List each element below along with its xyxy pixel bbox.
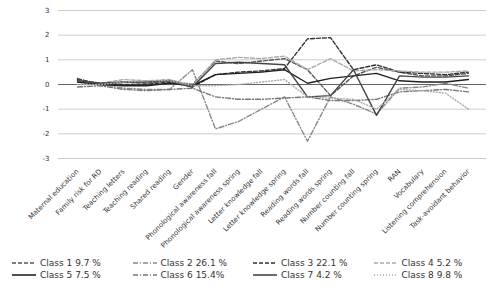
- html-text:Class 3 22.1 %: Class 3 22.1 %: [281, 258, 348, 268]
- svg-text:Phonological awareness fall: Phonological awareness fall: [144, 167, 219, 242]
- html-text:Class 8 9.8 %: Class 8 9.8 %: [401, 270, 463, 280]
- html-text:Class 6 15.4%: Class 6 15.4%: [160, 270, 225, 280]
- svg-text:2: 2: [45, 31, 49, 39]
- svg-text:Reading words spring: Reading words spring: [274, 167, 334, 227]
- svg-text:Number counting fall: Number counting fall: [298, 167, 357, 226]
- svg-text:3: 3: [45, 7, 49, 15]
- html-text:Class 5 7.5 %: Class 5 7.5 %: [40, 270, 101, 280]
- svg-text:Vocabulary: Vocabulary: [392, 167, 426, 201]
- svg-text:Phonological awareness spring: Phonological awareness spring: [159, 168, 241, 250]
- svg-text:Gender: Gender: [171, 167, 196, 192]
- svg-text:Shared reading: Shared reading: [129, 168, 172, 211]
- svg-text:-3: -3: [43, 155, 50, 163]
- svg-text:Task-avoidant behavior: Task-avoidant behavior: [408, 168, 472, 232]
- svg-text:Number counting spring: Number counting spring: [314, 168, 380, 234]
- svg-text:Listening comprehension: Listening comprehension: [380, 167, 449, 236]
- svg-text:-1: -1: [43, 105, 50, 113]
- svg-text:Letter knowledge fall: Letter knowledge fall: [206, 167, 265, 226]
- svg-text:Family risk for RD: Family risk for RD: [54, 167, 104, 217]
- svg-text:Maternal education: Maternal education: [26, 167, 81, 222]
- html-text:Class 4 5.2 %: Class 4 5.2 %: [401, 258, 463, 268]
- svg-text:RAN: RAN: [387, 168, 403, 184]
- svg-text:1: 1: [45, 56, 49, 64]
- svg-text:Letter knowledge spring: Letter knowledge spring: [221, 167, 288, 234]
- svg-text:Teaching reading: Teaching reading: [101, 167, 150, 216]
- svg-text:0: 0: [45, 81, 49, 89]
- html-text:Class 1 9.7 %: Class 1 9.7 %: [40, 258, 101, 268]
- html-text:Class 2 26.1 %: Class 2 26.1 %: [160, 258, 228, 268]
- html-text:Class 7 4.2 %: Class 7 4.2 %: [281, 270, 342, 280]
- svg-text:Reading words fall: Reading words fall: [259, 167, 311, 219]
- svg-text:-2: -2: [43, 130, 50, 138]
- svg-text:Teaching letters: Teaching letters: [81, 167, 127, 213]
